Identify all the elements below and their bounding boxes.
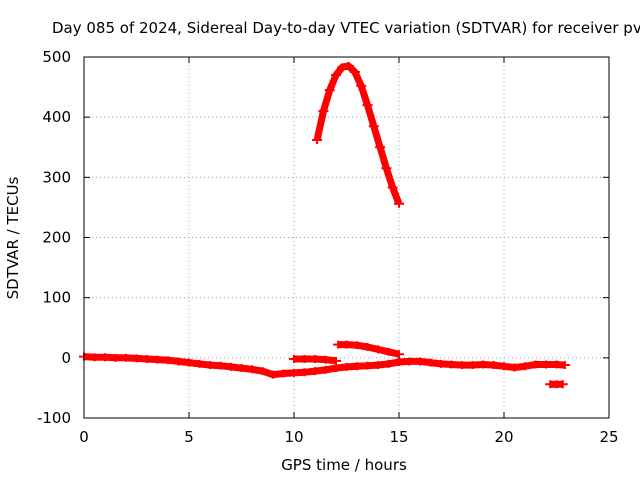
data-point	[394, 350, 404, 359]
x-tick-label: 0	[79, 428, 89, 446]
data-point	[520, 362, 530, 371]
series-high-arc	[312, 62, 404, 208]
data-point	[142, 355, 152, 364]
data-point	[349, 68, 360, 77]
y-tick-label: 400	[42, 108, 71, 126]
x-tick-label: 15	[389, 428, 408, 446]
data-point	[236, 364, 247, 373]
data-point	[425, 358, 436, 367]
x-tick-label: 25	[599, 428, 618, 446]
data-point	[488, 361, 499, 370]
data-point	[320, 355, 331, 364]
data-point	[446, 360, 457, 369]
data-point	[551, 360, 562, 369]
data-point	[333, 340, 344, 349]
x-tick-label: 10	[284, 428, 303, 446]
y-tick-label: 0	[61, 349, 71, 367]
x-tick-label: 5	[184, 428, 194, 446]
data-point	[341, 362, 352, 371]
data-point	[215, 361, 226, 370]
data-point	[457, 361, 467, 370]
data-point	[436, 359, 446, 368]
data-point	[110, 353, 121, 362]
y-tick-label: -100	[37, 409, 71, 427]
y-tick-label: 100	[42, 289, 71, 307]
data-point	[152, 355, 163, 364]
data-point	[530, 360, 541, 369]
data-point	[194, 359, 205, 368]
data-point	[499, 362, 509, 371]
data-point	[324, 86, 335, 95]
chart-title: Day 085 of 2024, Sidereal Day-to-day VTE…	[52, 19, 640, 37]
data-point	[394, 358, 404, 367]
y-tick-label: 300	[42, 168, 71, 186]
data-point	[268, 370, 278, 379]
data-point	[226, 362, 236, 371]
series-late-offset	[545, 380, 568, 389]
y-axis-label: SDTVAR / TECUs	[4, 176, 22, 299]
data-point	[310, 367, 320, 376]
x-tick-label: 20	[494, 428, 513, 446]
data-point	[375, 143, 386, 152]
data-point	[404, 357, 415, 366]
data-point	[362, 343, 373, 352]
data-point	[312, 136, 323, 145]
data-point	[394, 199, 404, 208]
data-point	[278, 369, 289, 378]
data-point	[320, 365, 331, 374]
data-point	[184, 358, 194, 367]
data-point	[509, 363, 520, 372]
data-point	[289, 368, 299, 377]
data-point	[310, 355, 320, 364]
data-point	[356, 81, 367, 90]
data-point	[362, 361, 373, 370]
data-point	[557, 380, 568, 389]
data-point	[247, 365, 257, 374]
data-point	[415, 357, 425, 366]
data-point	[373, 361, 383, 370]
series-baseline-track	[79, 352, 570, 379]
data-point	[381, 164, 392, 173]
data-point	[352, 362, 362, 371]
data-point	[121, 353, 131, 362]
axes: 0 5 10 15 20 25 -100 0 100 200 300 400 500	[37, 48, 619, 446]
data-point	[89, 353, 100, 362]
data-point	[343, 62, 354, 71]
data-point	[205, 361, 215, 370]
data-point	[368, 122, 379, 131]
y-tick-label: 500	[42, 48, 71, 66]
data-point	[257, 367, 268, 376]
data-point	[352, 341, 362, 350]
data-point	[383, 359, 394, 368]
data-point	[173, 357, 184, 366]
data-point	[131, 354, 142, 363]
series-secondary-track	[289, 355, 341, 365]
data-point	[387, 183, 398, 192]
plot-frame	[83, 56, 610, 419]
data-point	[362, 101, 373, 110]
series-line	[313, 62, 403, 206]
data-point	[299, 368, 310, 377]
data-point	[299, 355, 310, 364]
data-point	[331, 364, 341, 373]
data-series	[79, 62, 570, 389]
data-point	[467, 361, 478, 370]
data-point	[478, 360, 488, 369]
y-tick-label: 200	[42, 229, 71, 247]
x-axis-label: GPS time / hours	[281, 456, 407, 474]
data-point	[331, 356, 341, 365]
data-point	[163, 356, 173, 365]
data-point	[331, 71, 341, 80]
data-point	[100, 353, 110, 362]
data-point	[541, 360, 551, 369]
data-point	[289, 355, 299, 364]
data-point	[373, 345, 383, 354]
data-point	[559, 361, 570, 370]
data-point	[341, 340, 352, 349]
data-point	[383, 347, 394, 356]
series-upper-short-track	[333, 340, 404, 359]
data-point	[318, 107, 329, 116]
data-point	[337, 63, 348, 72]
